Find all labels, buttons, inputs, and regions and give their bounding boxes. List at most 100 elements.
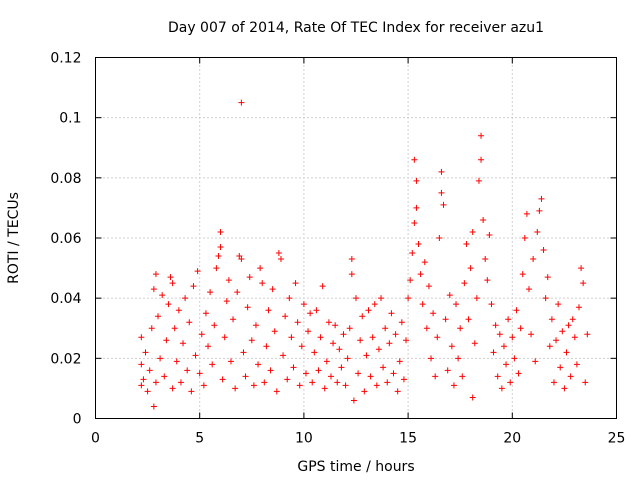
data-point <box>421 259 428 266</box>
data-point <box>311 349 318 356</box>
x-tick-label: 15 <box>399 431 417 447</box>
data-point <box>138 382 145 389</box>
data-point <box>511 355 518 362</box>
data-point <box>382 325 389 332</box>
data-point <box>325 319 332 326</box>
x-tick-label: 5 <box>195 431 204 447</box>
data-point <box>217 244 224 251</box>
data-point <box>498 385 505 392</box>
x-tick-label: 20 <box>503 431 521 447</box>
x-axis-label: GPS time / hours <box>297 459 414 475</box>
y-tick-label: 0.04 <box>50 291 81 307</box>
data-point <box>186 319 193 326</box>
x-axis-ticks: 0 5 10 15 20 25 <box>91 57 625 447</box>
data-point <box>194 268 201 275</box>
data-point <box>469 228 476 235</box>
data-point <box>330 340 337 347</box>
data-point <box>302 370 309 377</box>
data-point <box>273 388 280 395</box>
data-point <box>140 376 147 383</box>
data-point <box>317 334 324 341</box>
data-point <box>492 322 499 329</box>
data-point <box>521 235 528 241</box>
data-point <box>211 322 218 329</box>
data-point <box>425 283 432 290</box>
data-point <box>296 382 303 389</box>
data-point <box>348 271 355 278</box>
data-point <box>532 358 539 365</box>
data-point <box>578 265 585 272</box>
data-point <box>409 250 416 257</box>
data-point <box>540 247 547 254</box>
data-point <box>234 289 241 296</box>
data-point <box>175 307 182 314</box>
data-point <box>223 298 230 305</box>
data-point <box>371 301 378 308</box>
data-point <box>459 373 466 380</box>
data-point <box>227 358 234 365</box>
y-tick-label: 0.02 <box>50 351 81 367</box>
data-point <box>428 355 435 362</box>
data-point <box>411 219 418 226</box>
data-point <box>142 349 149 356</box>
data-point <box>473 295 480 302</box>
data-point <box>350 397 357 404</box>
data-point <box>155 313 162 320</box>
data-point <box>392 331 399 338</box>
data-point <box>138 361 145 368</box>
data-point <box>482 256 489 263</box>
data-point <box>157 355 164 362</box>
data-point <box>432 373 439 380</box>
data-point <box>309 379 316 386</box>
x-tick-label: 10 <box>295 431 313 447</box>
data-point <box>453 301 460 308</box>
data-point <box>200 382 207 389</box>
data-point <box>144 388 151 395</box>
data-point <box>271 328 278 335</box>
data-point <box>396 358 403 365</box>
data-point <box>215 253 222 260</box>
data-point <box>582 379 589 386</box>
data-point <box>580 280 587 287</box>
data-point <box>565 322 572 329</box>
data-point <box>150 286 157 293</box>
data-point <box>469 394 476 401</box>
data-point <box>413 204 420 211</box>
data-point <box>444 367 451 374</box>
data-point <box>294 319 301 326</box>
data-point <box>255 361 262 368</box>
data-point <box>205 343 212 350</box>
data-point <box>148 325 155 332</box>
data-point <box>232 385 239 392</box>
data-point <box>327 373 334 380</box>
data-point <box>259 280 266 287</box>
data-point <box>573 361 580 368</box>
data-point <box>244 304 251 311</box>
data-point <box>169 280 176 287</box>
data-point <box>286 295 293 302</box>
data-point <box>400 376 407 383</box>
data-point <box>384 379 391 386</box>
data-point <box>430 310 437 317</box>
data-point <box>152 271 159 278</box>
data-point <box>361 388 368 395</box>
data-point <box>505 316 512 323</box>
data-point <box>457 325 464 332</box>
data-point <box>282 313 289 320</box>
data-point <box>348 256 355 263</box>
data-point <box>488 301 495 308</box>
data-point <box>332 322 339 329</box>
data-point <box>230 316 237 323</box>
data-point <box>507 379 514 386</box>
data-point <box>417 271 424 278</box>
data-point <box>378 295 385 302</box>
data-point <box>246 274 253 281</box>
data-point <box>550 379 557 386</box>
data-point <box>415 241 422 248</box>
y-axis-label: ROTI / TECUs <box>6 192 22 284</box>
data-point <box>546 343 553 350</box>
data-point <box>307 310 314 317</box>
data-point <box>221 334 228 341</box>
data-point <box>494 373 501 380</box>
data-point <box>177 379 184 386</box>
